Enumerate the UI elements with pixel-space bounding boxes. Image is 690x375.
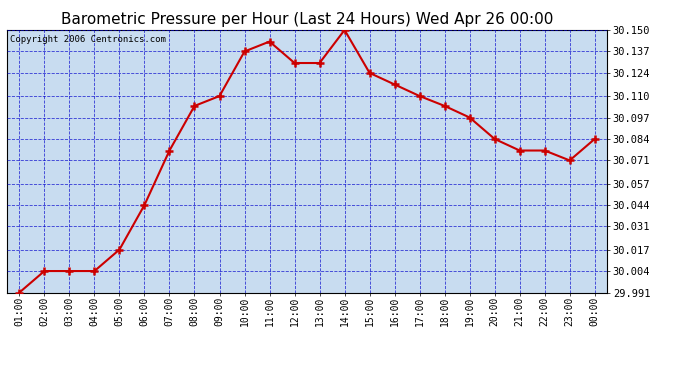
Text: Copyright 2006 Centronics.com: Copyright 2006 Centronics.com: [10, 35, 166, 44]
Title: Barometric Pressure per Hour (Last 24 Hours) Wed Apr 26 00:00: Barometric Pressure per Hour (Last 24 Ho…: [61, 12, 553, 27]
